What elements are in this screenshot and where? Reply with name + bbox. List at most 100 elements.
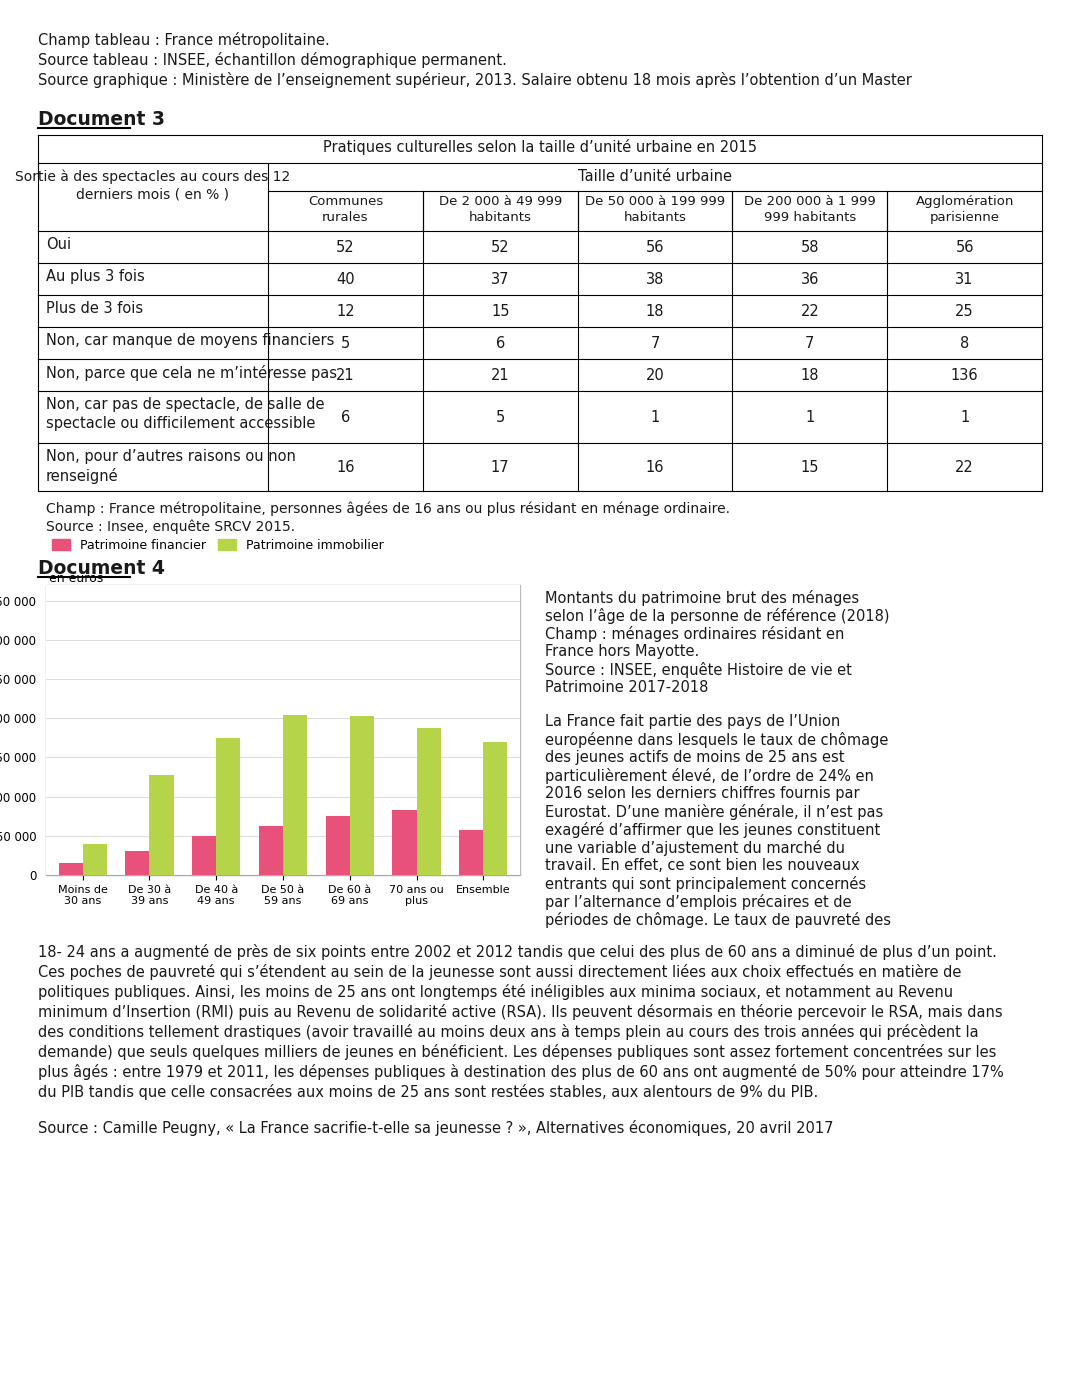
Text: Source tableau : INSEE, échantillon démographique permanent.: Source tableau : INSEE, échantillon démo… [38,52,507,68]
Text: La France fait partie des pays de l’Union: La France fait partie des pays de l’Unio… [545,714,840,729]
Text: minimum d’Insertion (RMI) puis au Revenu de solidarité active (RSA). Ils peuvent: minimum d’Insertion (RMI) puis au Revenu… [38,1004,1002,1020]
Text: 58: 58 [800,239,819,254]
Text: demande) que seuls quelques milliers de jeunes en bénéficient. Les dépenses publ: demande) que seuls quelques milliers de … [38,1044,997,1060]
Text: 56: 56 [956,239,974,254]
Bar [392,810,417,875]
Text: Non, pour d’autres raisons ou non
renseigné: Non, pour d’autres raisons ou non rensei… [46,448,296,483]
Text: Source : Camille Peugny, « La France sacrifie-t-elle sa jeunesse ? », Alternativ: Source : Camille Peugny, « La France sac… [38,1120,834,1136]
Text: du PIB tandis que celle consacrées aux moins de 25 ans sont restées stables, aux: du PIB tandis que celle consacrées aux m… [38,1084,819,1099]
Text: Communes
rurales: Communes rurales [308,196,383,224]
Bar [125,852,149,875]
Text: 37: 37 [491,271,510,286]
Text: Sortie à des spectacles au cours des 12
derniers mois ( en % ): Sortie à des spectacles au cours des 12 … [15,169,291,203]
Text: particulièrement élevé, de l’ordre de 24% en: particulièrement élevé, de l’ordre de 24… [545,768,874,784]
Text: De 200 000 à 1 999
999 habitants: De 200 000 à 1 999 999 habitants [744,196,876,224]
Text: Source : Insee, enquête SRCV 2015.: Source : Insee, enquête SRCV 2015. [46,520,295,534]
Text: une variable d’ajustement du marché du: une variable d’ajustement du marché du [545,840,845,856]
Text: 5: 5 [496,409,504,425]
Text: 6: 6 [496,335,504,351]
Text: 8: 8 [960,335,969,351]
Text: 52: 52 [336,239,354,254]
Text: 18: 18 [646,303,664,319]
Text: Montants du patrimoine brut des ménages: Montants du patrimoine brut des ménages [545,590,859,606]
Bar [192,835,216,875]
Bar [149,775,174,875]
Text: 56: 56 [646,239,664,254]
Bar [216,738,240,875]
Text: 2016 selon les derniers chiffres fournis par: 2016 selon les derniers chiffres fournis… [545,787,860,800]
Text: politiques publiques. Ainsi, les moins de 25 ans ont longtemps été inéligibles a: politiques publiques. Ainsi, les moins d… [38,983,954,1000]
Text: De 50 000 à 199 999
habitants: De 50 000 à 199 999 habitants [585,196,725,224]
Text: 15: 15 [491,303,510,319]
Bar [350,715,374,875]
Text: Ces poches de pauvreté qui s’étendent au sein de la jeunesse sont aussi directem: Ces poches de pauvreté qui s’étendent au… [38,964,961,981]
Text: 5: 5 [341,335,350,351]
Text: Champ : ménages ordinaires résidant en: Champ : ménages ordinaires résidant en [545,626,845,643]
Text: Plus de 3 fois: Plus de 3 fois [46,300,144,316]
Text: Champ : France métropolitaine, personnes âgées de 16 ans ou plus résidant en mén: Champ : France métropolitaine, personnes… [46,502,730,515]
Text: Non, car pas de spectacle, de salle de
spectacle ou difficilement accessible: Non, car pas de spectacle, de salle de s… [46,397,324,430]
Text: Document 4: Document 4 [38,559,165,578]
Text: 38: 38 [646,271,664,286]
Text: 18- 24 ans a augmenté de près de six points entre 2002 et 2012 tandis que celui : 18- 24 ans a augmenté de près de six poi… [38,944,997,960]
Text: France hors Mayotte.: France hors Mayotte. [545,644,699,659]
Text: selon l’âge de la personne de référence (2018): selon l’âge de la personne de référence … [545,608,890,624]
Text: Patrimoine 2017-2018: Patrimoine 2017-2018 [545,680,708,694]
Text: Non, parce que cela ne m’intéresse pas: Non, parce que cela ne m’intéresse pas [46,365,337,381]
Text: 22: 22 [800,303,819,319]
Legend: Patrimoine financier, Patrimoine immobilier: Patrimoine financier, Patrimoine immobil… [52,539,383,552]
Text: 36: 36 [800,271,819,286]
Text: De 2 000 à 49 999
habitants: De 2 000 à 49 999 habitants [438,196,562,224]
Text: 1: 1 [960,409,969,425]
Text: travail. En effet, ce sont bien les nouveaux: travail. En effet, ce sont bien les nouv… [545,858,860,873]
Bar [58,863,83,875]
Text: Au plus 3 fois: Au plus 3 fois [46,270,145,284]
Text: 22: 22 [955,460,974,475]
Text: 1: 1 [806,409,814,425]
Bar [326,816,350,875]
Text: périodes de chômage. Le taux de pauvreté des: périodes de chômage. Le taux de pauvreté… [545,912,891,928]
Text: 6: 6 [341,409,350,425]
Text: 21: 21 [491,367,510,383]
Text: en euros: en euros [50,571,104,585]
Text: Document 3: Document 3 [38,110,165,129]
Text: 17: 17 [491,460,510,475]
Text: Taille d’unité urbaine: Taille d’unité urbaine [578,169,732,184]
Text: Source : INSEE, enquête Histoire de vie et: Source : INSEE, enquête Histoire de vie … [545,662,852,678]
Bar [483,742,508,875]
Text: des jeunes actifs de moins de 25 ans est: des jeunes actifs de moins de 25 ans est [545,750,845,766]
Text: 136: 136 [950,367,978,383]
Text: 40: 40 [336,271,354,286]
Text: européenne dans lesquels le taux de chômage: européenne dans lesquels le taux de chôm… [545,732,889,747]
Text: Source graphique : Ministère de l’enseignement supérieur, 2013. Salaire obtenu 1: Source graphique : Ministère de l’enseig… [38,73,912,88]
Text: 15: 15 [800,460,819,475]
Text: 20: 20 [646,367,664,383]
Text: 7: 7 [650,335,660,351]
Text: plus âgés : entre 1979 et 2011, les dépenses publiques à destination des plus de: plus âgés : entre 1979 et 2011, les dépe… [38,1065,1003,1080]
Text: des conditions tellement drastiques (avoir travaillé au moins deux ans à temps p: des conditions tellement drastiques (avo… [38,1024,978,1039]
Text: 16: 16 [646,460,664,475]
Text: Oui: Oui [46,237,71,251]
Bar [83,844,107,875]
Text: 16: 16 [336,460,354,475]
Text: 25: 25 [956,303,974,319]
Text: 52: 52 [491,239,510,254]
Text: exagéré d’affirmer que les jeunes constituent: exagéré d’affirmer que les jeunes consti… [545,821,880,838]
Text: 1: 1 [650,409,660,425]
Text: 31: 31 [956,271,974,286]
Text: Pratiques culturelles selon la taille d’unité urbaine en 2015: Pratiques culturelles selon la taille d’… [323,138,757,155]
Bar [283,715,307,875]
Text: Champ tableau : France métropolitaine.: Champ tableau : France métropolitaine. [38,32,329,47]
Bar [259,827,283,875]
Text: Non, car manque de moyens financiers: Non, car manque de moyens financiers [46,332,335,348]
Text: Eurostat. D’une manière générale, il n’est pas: Eurostat. D’une manière générale, il n’e… [545,805,883,820]
Text: par l’alternance d’emplois précaires et de: par l’alternance d’emplois précaires et … [545,894,852,909]
Text: 18: 18 [800,367,819,383]
Bar [46,585,519,875]
Text: Agglomération
parisienne: Agglomération parisienne [916,196,1014,224]
Text: entrants qui sont principalement concernés: entrants qui sont principalement concern… [545,876,866,893]
Text: 7: 7 [805,335,814,351]
Bar [459,830,483,875]
Text: 21: 21 [336,367,354,383]
Bar [417,728,441,875]
